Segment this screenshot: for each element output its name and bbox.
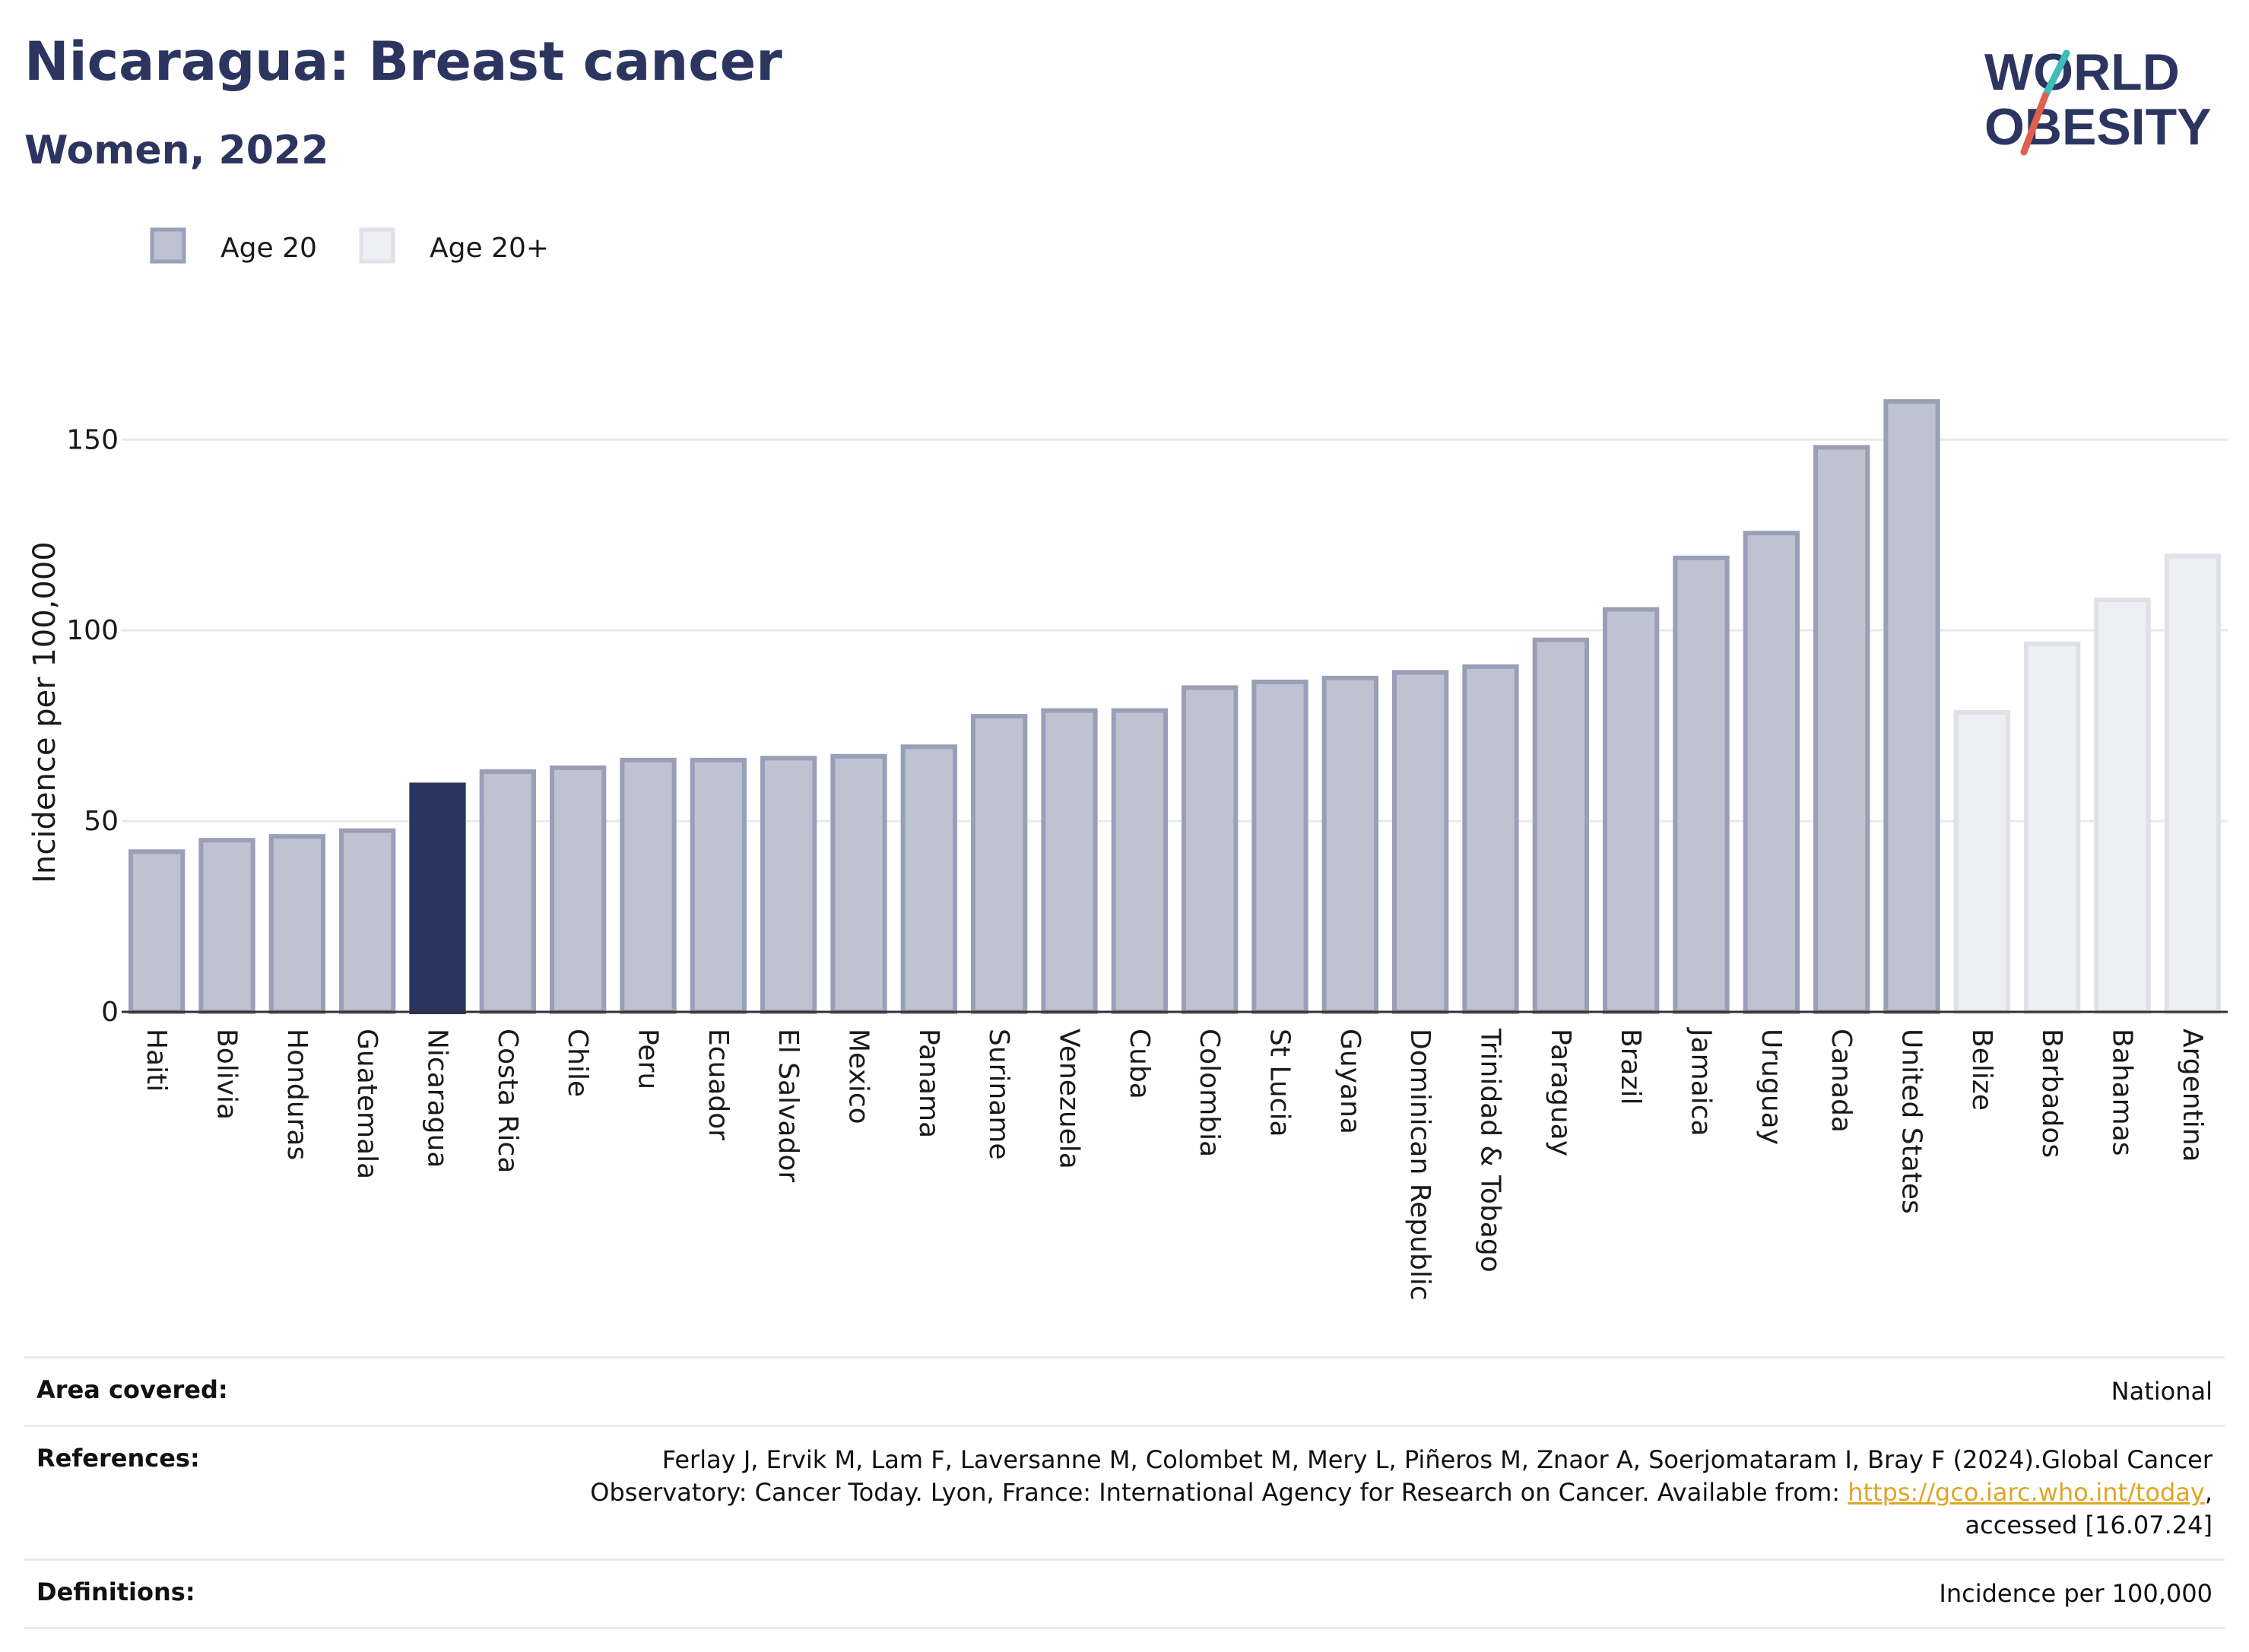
bar xyxy=(198,838,255,1014)
x-tick-label: Peru xyxy=(633,1029,664,1089)
bar xyxy=(1182,685,1239,1014)
x-tick-label: El Salvador xyxy=(772,1029,804,1182)
x-tick-label: Canada xyxy=(1826,1029,1857,1133)
bar xyxy=(409,782,466,1014)
bar xyxy=(1883,399,1940,1015)
bar xyxy=(900,744,957,1015)
bar xyxy=(690,757,747,1014)
legend-swatch xyxy=(359,227,395,264)
bar xyxy=(268,834,325,1014)
x-tick-label: Uruguay xyxy=(1756,1029,1787,1145)
bar xyxy=(1321,675,1378,1015)
x-tick-label: Colombia xyxy=(1194,1029,1225,1157)
x-tick-label: Dominican Republic xyxy=(1404,1029,1435,1301)
bar xyxy=(550,765,607,1014)
definitions-label: Definitions: xyxy=(36,1577,195,1606)
legend-label: Age 20 xyxy=(220,233,317,264)
x-tick-label: Bolivia xyxy=(211,1029,243,1120)
bar xyxy=(339,828,396,1014)
x-tick-label: Panama xyxy=(913,1029,944,1138)
x-tick-label: Ecuador xyxy=(703,1029,734,1140)
bar xyxy=(128,849,186,1015)
references-row: References: Ferlay J, Ervik M, Lam F, La… xyxy=(24,1425,2225,1558)
svg-text:OBESITY: OBESITY xyxy=(1984,98,2212,156)
y-tick-label: 100 xyxy=(66,615,119,646)
x-tick-label: Chile xyxy=(562,1029,593,1097)
x-tick-label: Mexico xyxy=(843,1029,874,1124)
legend-swatch xyxy=(150,227,186,264)
references-text: Ferlay J, Ervik M, Lam F, Laversanne M, … xyxy=(661,1445,2213,1474)
x-tick-label: Trinidad & Tobago xyxy=(1475,1028,1506,1273)
x-tick-label: Venezuela xyxy=(1054,1029,1085,1169)
bar xyxy=(1532,637,1589,1015)
references-text: Observatory: Cancer Today. Lyon, France:… xyxy=(590,1478,1848,1507)
chart-subtitle: Women, 2022 xyxy=(24,128,329,173)
x-tick-label: United States xyxy=(1896,1029,1927,1214)
x-tick-label: Argentina xyxy=(2177,1029,2208,1162)
bar xyxy=(760,756,817,1014)
x-tick-label: Haiti xyxy=(141,1029,172,1092)
bar xyxy=(1251,679,1308,1014)
bar xyxy=(2164,553,2221,1014)
x-tick-label: St Lucia xyxy=(1264,1029,1296,1137)
chart-title: Nicaragua: Breast cancer xyxy=(24,30,782,93)
x-tick-label: Suriname xyxy=(983,1029,1014,1160)
y-tick-label: 50 xyxy=(84,806,119,837)
x-tick-label: Costa Rica xyxy=(492,1029,523,1173)
bar xyxy=(2094,598,2151,1014)
x-tick-label: Barbados xyxy=(2036,1029,2067,1158)
area-covered-label: Area covered: xyxy=(36,1375,228,1404)
bar xyxy=(1673,555,1730,1014)
bar xyxy=(1111,708,1168,1015)
world-obesity-logo: WORLD OBESITY xyxy=(1984,43,2212,156)
bar xyxy=(1743,531,1800,1014)
x-tick-label: Belize xyxy=(1966,1029,1997,1111)
definitions-value: Incidence per 100,000 xyxy=(1939,1579,2213,1608)
y-axis-label: Incidence per 100,000 xyxy=(27,541,62,883)
y-tick-label: 0 xyxy=(101,997,119,1028)
x-tick-label: Brazil xyxy=(1615,1029,1646,1105)
references-text: accessed [16.07.24] xyxy=(1965,1511,2213,1539)
x-tick-label: Guyana xyxy=(1334,1029,1366,1134)
svg-text:WORLD: WORLD xyxy=(1984,43,2180,101)
y-tick-label: 150 xyxy=(66,424,119,455)
references-link[interactable]: https://gco.iarc.who.int/today xyxy=(1848,1478,2205,1507)
area-covered-row: Area covered: National xyxy=(24,1356,2225,1425)
bar xyxy=(1813,445,1870,1014)
x-tick-label: Paraguay xyxy=(1545,1029,1576,1156)
x-tick-label: Honduras xyxy=(281,1029,312,1160)
bar xyxy=(620,757,677,1014)
definitions-row: Definitions: Incidence per 100,000 xyxy=(24,1558,2225,1629)
x-tick-label: Cuba xyxy=(1124,1029,1155,1099)
x-tick-label: Jamaica xyxy=(1686,1027,1717,1137)
references-value: Ferlay J, Ervik M, Lam F, Laversanne M, … xyxy=(590,1444,2213,1542)
bar xyxy=(1603,607,1660,1014)
bar xyxy=(1462,664,1519,1014)
metadata-table: Area covered: National References: Ferla… xyxy=(24,1356,2225,1629)
bar xyxy=(1953,710,2010,1015)
bar xyxy=(971,714,1028,1014)
references-label: References: xyxy=(36,1444,200,1473)
bar xyxy=(2024,641,2081,1015)
bar xyxy=(830,753,887,1014)
area-covered-value: National xyxy=(2111,1377,2213,1406)
x-tick-label: Guatemala xyxy=(351,1029,382,1179)
x-tick-label: Nicaragua xyxy=(422,1029,453,1168)
x-tick-label: Bahamas xyxy=(2107,1029,2138,1156)
bar xyxy=(1392,670,1449,1015)
references-text: , xyxy=(2204,1478,2213,1507)
legend-label: Age 20+ xyxy=(430,233,549,264)
bar xyxy=(1041,708,1098,1015)
bar-chart: Age 20 Age 20+ 0 50 100 150 Incidence per 100,… xyxy=(27,227,2228,1301)
bar xyxy=(479,769,536,1014)
